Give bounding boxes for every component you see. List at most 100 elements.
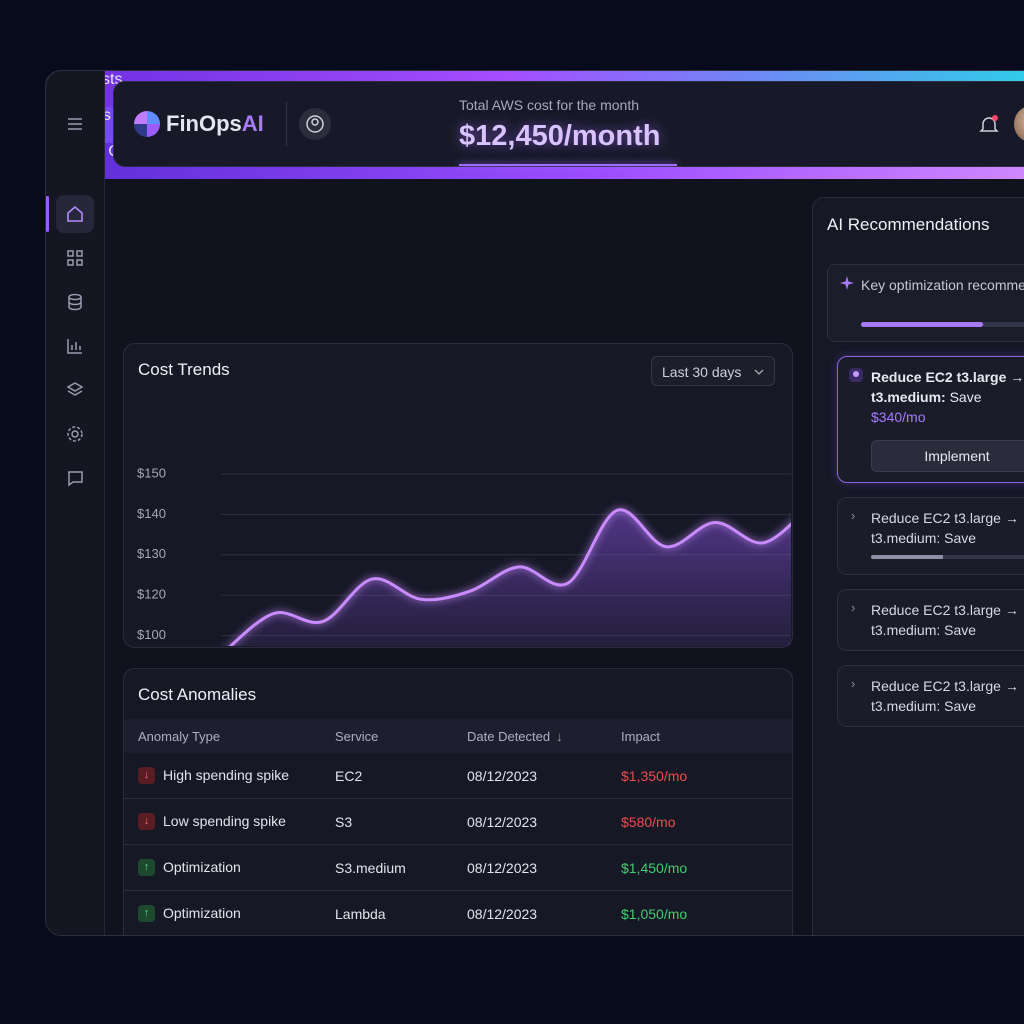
recommendations-panel: AI Recommendations Key optimization reco… bbox=[812, 197, 1024, 935]
cell-text: 08/12/2023 bbox=[467, 905, 538, 922]
divider bbox=[286, 102, 287, 146]
y-tick-label: $130 bbox=[137, 546, 166, 561]
table-row: ↓ High spending spike EC2 08/12/2023 $1,350/… bbox=[124, 753, 792, 799]
featured-recommendation: Reduce EC2 t3.large → t3.medium: Save $3… bbox=[837, 356, 1024, 483]
saving: $340/mo bbox=[871, 409, 926, 425]
action: Reduce EC2 t3.large → t3.medium: Save bbox=[871, 602, 1019, 638]
cell-text: Optimization bbox=[163, 904, 241, 921]
chevron: › bbox=[851, 676, 856, 691]
notification-button[interactable] bbox=[978, 114, 1000, 136]
cell-text: $580/mo bbox=[621, 813, 676, 830]
menu-icon[interactable] bbox=[65, 114, 85, 134]
account-button[interactable] bbox=[298, 107, 332, 141]
range-dropdown[interactable]: Last 30 days bbox=[651, 356, 775, 386]
column-header: Date Detected ↓ bbox=[466, 719, 620, 753]
action: Reduce EC2 t3.large → t3.medium: Save bbox=[871, 510, 1019, 546]
recommendation: › Reduce EC2 t3.large → t3.medium: Save $… bbox=[837, 665, 1024, 727]
trend-icon: ↓ bbox=[138, 767, 155, 785]
featured-text: Reduce EC2 t3.large → t3.medium: Save $3… bbox=[871, 367, 1024, 427]
sort-icon: ↓ bbox=[556, 728, 563, 744]
cell-text: $1,050/mo bbox=[621, 905, 688, 922]
cell-text: $1,350/mo bbox=[621, 767, 688, 784]
y-tick-label: $150 bbox=[137, 465, 166, 480]
column-header: Anomaly Type bbox=[124, 719, 334, 753]
layers-icon[interactable] bbox=[65, 380, 85, 400]
column-header: Impact bbox=[620, 719, 792, 753]
line-chart: $0$100$120$130$140$150135791113151821242… bbox=[137, 465, 791, 646]
progress-track bbox=[861, 322, 1024, 327]
brand-suffix: AI bbox=[241, 111, 264, 136]
chevron: › bbox=[851, 508, 856, 523]
range-label: Last 30 days bbox=[662, 364, 742, 380]
anomalies-table: Anomaly Type Service Date Detected ↓ Impact ↓… bbox=[124, 719, 792, 935]
table-cell: 08/12/2023 bbox=[466, 798, 620, 845]
key-text: Key optimization recommendation sugges bbox=[861, 277, 1024, 293]
recommendation: › Reduce EC2 t3.large → t3.medium: Save $… bbox=[837, 497, 1024, 575]
bulb-icon bbox=[849, 368, 863, 382]
table-cell: S3.medium bbox=[334, 844, 466, 891]
trend-icon: ↑ bbox=[138, 859, 155, 877]
home-button[interactable] bbox=[56, 195, 94, 233]
chat-icon[interactable] bbox=[65, 468, 85, 488]
action: Reduce EC2 t3.large → t3.medium: bbox=[871, 369, 1024, 405]
grid-icon[interactable] bbox=[65, 248, 85, 268]
y-tick-label: $120 bbox=[137, 587, 166, 602]
recommendation-text: Reduce EC2 t3.large → t3.medium: Save $2… bbox=[871, 508, 1024, 552]
panel-title: Cost Trends bbox=[138, 360, 230, 379]
chart-icon[interactable] bbox=[65, 336, 85, 356]
cell-text: 08/12/2023 bbox=[467, 859, 538, 876]
recommendation-text: Reduce EC2 t3.large → t3.medium: Save $3… bbox=[871, 676, 1024, 720]
cell-text: High spending spike bbox=[163, 766, 290, 783]
cost-value: $12,450/month bbox=[459, 120, 661, 152]
table-cell: ↓ High spending spike bbox=[124, 753, 334, 799]
cell-text: S3.medium bbox=[335, 859, 406, 876]
logo bbox=[134, 111, 160, 137]
table-cell: $1,450/mo bbox=[620, 844, 792, 891]
chevron: › bbox=[851, 600, 856, 615]
cost-label: Total AWS cost for the month bbox=[459, 97, 640, 113]
table-cell: $1,050/mo bbox=[620, 890, 792, 935]
line bbox=[228, 508, 791, 646]
table-body: ↓ High spending spike EC2 08/12/2023 $1,350/… bbox=[124, 753, 792, 935]
progress-bar bbox=[871, 555, 1024, 559]
table-cell: ↑ Optimization bbox=[124, 890, 334, 935]
sidebar bbox=[46, 71, 105, 935]
database-icon[interactable] bbox=[65, 292, 85, 312]
action: Reduce EC2 t3.large → t3.medium: Save bbox=[871, 678, 1019, 714]
cell-text: Lambda bbox=[335, 905, 386, 922]
home-icon[interactable] bbox=[65, 204, 85, 224]
avatar[interactable] bbox=[1014, 106, 1024, 142]
implement-button[interactable]: Implement bbox=[871, 440, 1024, 472]
column-header: Service bbox=[334, 719, 466, 753]
table-header: Anomaly Type Service Date Detected ↓ Impact bbox=[124, 719, 792, 753]
save-word: Save bbox=[949, 389, 982, 405]
brand: FinOpsAI bbox=[166, 111, 264, 137]
recommendation: › Reduce EC2 t3.large → t3.medium: Save $… bbox=[837, 589, 1024, 651]
settings-icon[interactable] bbox=[65, 424, 85, 444]
table-cell: Lambda bbox=[334, 890, 466, 935]
cost-underline bbox=[459, 164, 677, 166]
header: FinOpsAI Total AWS cost for the month $1… bbox=[113, 81, 1024, 167]
table-row: ↓ Low spending spike S3 08/12/2023 $580/mo bbox=[124, 798, 792, 845]
saving: $240/mo bbox=[871, 550, 925, 552]
key-card: Key optimization recommendation sugges bbox=[827, 264, 1024, 342]
table-cell: ↓ Low spending spike bbox=[124, 798, 334, 845]
table-row: ↑ Optimization S3.medium 08/12/2023 $1,450/m… bbox=[124, 844, 792, 891]
active-indicator bbox=[46, 196, 49, 232]
y-tick-label: $140 bbox=[137, 506, 166, 521]
panel-title: Cost Anomalies bbox=[138, 685, 257, 704]
cell-text: EC2 bbox=[335, 767, 363, 784]
cell-text: Low spending spike bbox=[163, 812, 286, 829]
cell-text: Optimization bbox=[163, 858, 241, 875]
y-tick-label: $100 bbox=[137, 627, 166, 642]
cell-text: 08/12/2023 bbox=[467, 767, 538, 784]
app-frame: FinOpsAI Total AWS cost for the month $1… bbox=[45, 70, 1024, 936]
cell-text: S3 bbox=[335, 813, 353, 830]
table-cell: $1,350/mo bbox=[620, 753, 792, 799]
anomalies-panel: Cost Anomalies Anomaly Type Service Date D… bbox=[123, 668, 793, 935]
sparkle-icon bbox=[840, 276, 854, 290]
table-cell: $580/mo bbox=[620, 798, 792, 845]
chevron bbox=[754, 369, 764, 375]
progress-fill bbox=[861, 322, 983, 327]
